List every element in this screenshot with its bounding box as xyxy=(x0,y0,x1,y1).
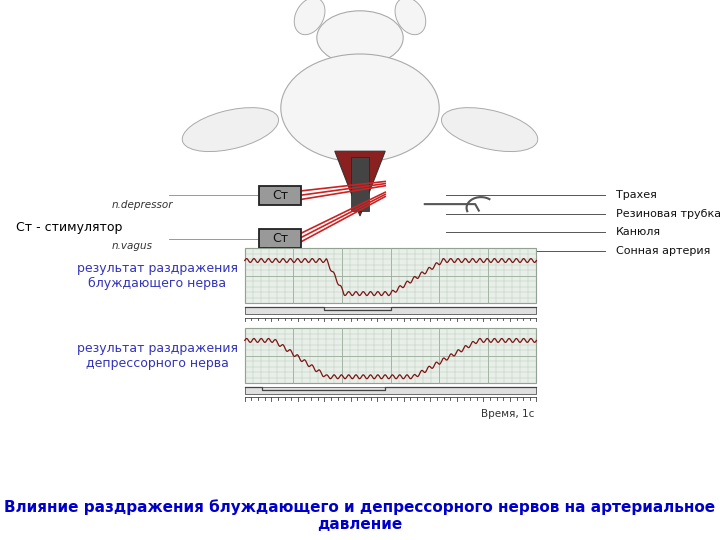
Text: результат раздражения
депрессорного нерва: результат раздражения депрессорного нерв… xyxy=(76,342,238,370)
Text: Ст: Ст xyxy=(272,232,288,245)
Polygon shape xyxy=(335,151,385,216)
Bar xyxy=(259,230,301,248)
Text: Сонная артерия: Сонная артерия xyxy=(616,246,710,255)
Text: Резиновая трубка: Резиновая трубка xyxy=(616,209,720,219)
Text: Время, 1с: Время, 1с xyxy=(481,409,534,419)
Ellipse shape xyxy=(182,107,279,152)
Text: Влияние раздражения блуждающего и депрессорного нервов на артериальное
давление: Влияние раздражения блуждающего и депрес… xyxy=(4,499,716,532)
Text: n.vagus: n.vagus xyxy=(112,241,153,251)
Ellipse shape xyxy=(441,107,538,152)
Bar xyxy=(351,157,369,211)
Text: Канюля: Канюля xyxy=(616,227,661,237)
Text: Ст - стимулятор: Ст - стимулятор xyxy=(16,221,122,234)
Text: Трахея: Трахея xyxy=(616,191,657,200)
Ellipse shape xyxy=(281,54,439,162)
Bar xyxy=(259,186,301,205)
Text: n.depressor: n.depressor xyxy=(112,200,173,210)
Ellipse shape xyxy=(317,11,403,65)
Text: Ст: Ст xyxy=(272,189,288,202)
Bar xyxy=(245,307,536,314)
Ellipse shape xyxy=(395,0,426,35)
Bar xyxy=(245,248,536,303)
Bar xyxy=(245,328,536,383)
Text: результат раздражения
блуждающего нерва: результат раздражения блуждающего нерва xyxy=(76,262,238,290)
Ellipse shape xyxy=(294,0,325,35)
Bar xyxy=(245,387,536,394)
